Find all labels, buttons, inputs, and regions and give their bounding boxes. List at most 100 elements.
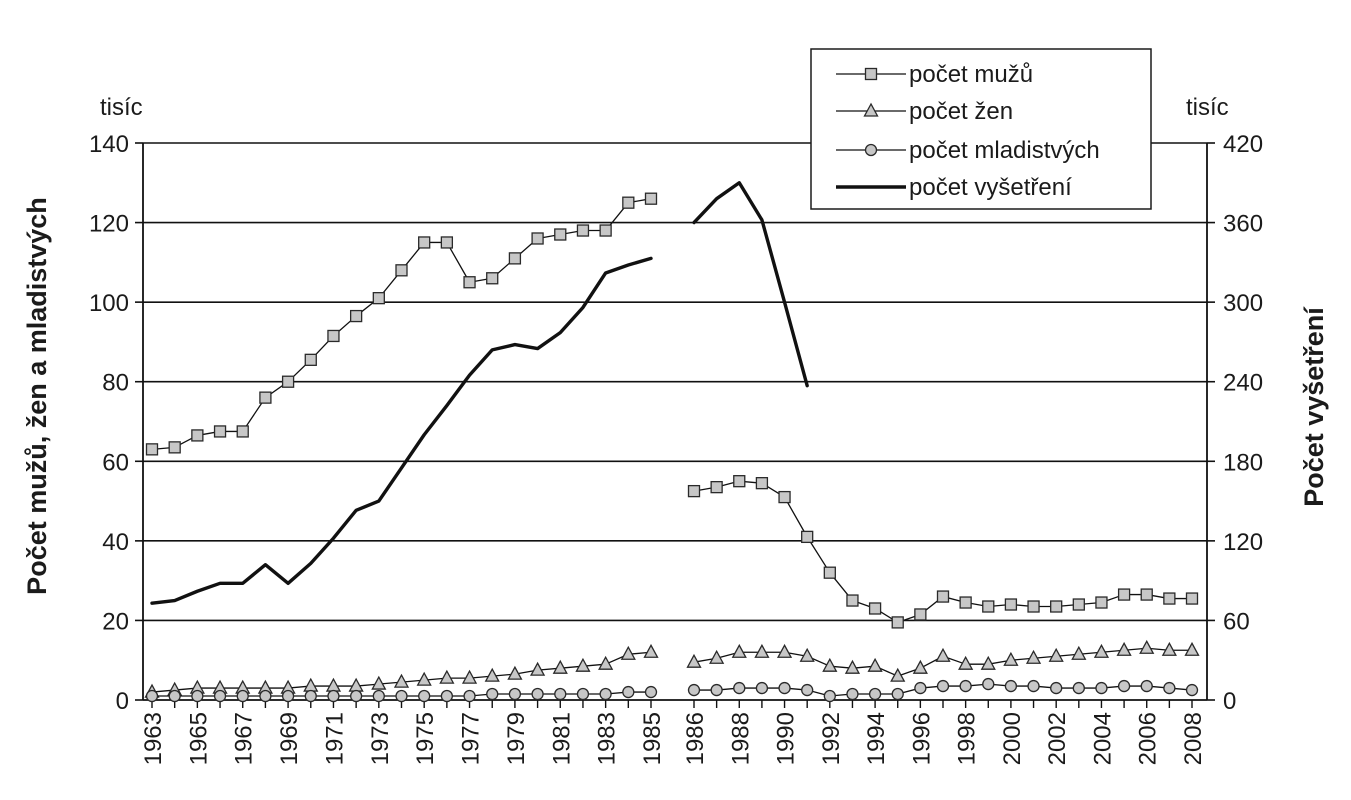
data-point-circle bbox=[531, 687, 544, 701]
legend-sample-marker bbox=[863, 102, 879, 117]
data-point-square bbox=[168, 441, 181, 454]
data-point-square bbox=[846, 594, 859, 607]
data-point-circle bbox=[213, 689, 227, 703]
left-unit-label: tisíc bbox=[100, 94, 143, 121]
left-tick-label: 120 bbox=[89, 211, 129, 238]
right-tick-label: 120 bbox=[1223, 529, 1263, 556]
data-point-triangle bbox=[1071, 645, 1087, 660]
data-point-circle bbox=[372, 689, 385, 703]
data-point-square bbox=[576, 224, 590, 237]
data-point-circle bbox=[463, 689, 476, 703]
x-tick-label: 1988 bbox=[727, 712, 754, 765]
data-point-square bbox=[327, 329, 340, 343]
x-tick-label: 1983 bbox=[594, 712, 621, 765]
data-point-triangle bbox=[303, 677, 319, 692]
data-point-square bbox=[304, 353, 317, 366]
data-point-circle bbox=[259, 689, 272, 703]
data-point-square bbox=[213, 425, 227, 438]
data-point-triangle bbox=[371, 675, 387, 690]
data-point-square bbox=[1117, 588, 1131, 601]
left-tick-label: 0 bbox=[116, 688, 129, 715]
grid-layer bbox=[143, 142, 1207, 622]
data-point-square bbox=[236, 425, 249, 438]
data-point-square bbox=[191, 429, 204, 442]
data-point-circle bbox=[868, 687, 882, 701]
left-tick-label: 100 bbox=[89, 290, 129, 317]
legend-sample-marker bbox=[864, 143, 878, 157]
data-point-square bbox=[145, 443, 159, 456]
data-point-square bbox=[644, 192, 658, 205]
legend-sample-marker bbox=[864, 67, 878, 81]
x-tick-label: 1973 bbox=[367, 712, 394, 765]
data-point-triangle bbox=[439, 669, 455, 684]
x-tick-label: 1967 bbox=[231, 712, 258, 765]
x-tick-label: 1996 bbox=[908, 712, 935, 765]
data-point-square bbox=[1095, 596, 1108, 609]
data-point-square bbox=[531, 232, 544, 245]
data-point-square bbox=[801, 530, 814, 544]
legend-label-muzi: počet mužů bbox=[909, 61, 1033, 88]
data-point-triangle bbox=[754, 643, 770, 658]
data-point-square bbox=[891, 616, 904, 629]
x-tick-label: 1981 bbox=[548, 712, 575, 765]
data-point-square bbox=[914, 608, 927, 621]
series-layer bbox=[144, 181, 1200, 703]
data-point-circle bbox=[622, 685, 635, 699]
x-tick-label: 1990 bbox=[773, 712, 800, 765]
data-point-circle bbox=[440, 689, 454, 703]
data-point-square bbox=[599, 224, 612, 237]
right-tick-label: 0 bbox=[1223, 688, 1236, 715]
data-point-triangle bbox=[980, 655, 996, 670]
data-point-triangle bbox=[598, 655, 614, 670]
data-point-square bbox=[486, 272, 499, 285]
data-point-circle bbox=[914, 681, 927, 695]
data-point-circle bbox=[168, 689, 181, 703]
data-point-circle bbox=[327, 689, 340, 703]
data-point-circle bbox=[1004, 679, 1018, 693]
data-point-square bbox=[868, 602, 882, 615]
data-point-circle bbox=[936, 679, 950, 693]
data-point-square bbox=[1072, 598, 1085, 611]
x-tick-label: 2004 bbox=[1089, 712, 1116, 765]
data-point-circle bbox=[1140, 679, 1153, 693]
data-point-circle bbox=[644, 685, 658, 699]
data-point-square bbox=[982, 600, 995, 613]
data-point-triangle bbox=[935, 647, 951, 662]
data-point-circle bbox=[554, 687, 567, 701]
series-line-bold bbox=[692, 181, 809, 388]
legend-label-vysetreni: počet vyšetření bbox=[909, 174, 1072, 201]
data-point-circle bbox=[710, 683, 723, 697]
left-tick-label: 140 bbox=[89, 131, 129, 158]
right-tick-label: 360 bbox=[1223, 211, 1263, 238]
data-point-triangle bbox=[1116, 641, 1132, 656]
data-point-square bbox=[372, 292, 385, 305]
legend: počet mužů počet žen počet mladistvých p… bbox=[810, 48, 1152, 210]
x-tick-label: 1977 bbox=[458, 712, 485, 765]
data-point-square bbox=[823, 566, 836, 579]
x-tick-label: 1986 bbox=[682, 712, 709, 765]
data-point-triangle bbox=[799, 647, 815, 662]
data-point-triangle bbox=[890, 667, 906, 682]
data-point-square bbox=[1050, 600, 1063, 613]
data-point-circle bbox=[191, 689, 204, 703]
left-tick-label: 20 bbox=[102, 608, 129, 635]
data-point-circle bbox=[846, 687, 859, 701]
x-tick-label: 2006 bbox=[1135, 712, 1162, 765]
data-point-square bbox=[936, 590, 950, 603]
data-point-triangle bbox=[416, 671, 432, 686]
data-point-triangle bbox=[461, 669, 478, 684]
x-tick-label: 2008 bbox=[1180, 712, 1207, 765]
left-axis-title: Počet mužů, žen a mladistvých bbox=[22, 197, 52, 595]
x-tick-label: 1963 bbox=[140, 712, 167, 765]
data-point-triangle bbox=[507, 665, 523, 680]
series-line bbox=[151, 198, 652, 451]
data-point-circle bbox=[733, 681, 746, 695]
series-line-bold bbox=[150, 256, 653, 605]
data-point-triangle bbox=[1184, 641, 1200, 656]
data-point-square bbox=[733, 475, 746, 488]
data-point-triangle bbox=[912, 659, 928, 674]
data-point-square bbox=[1185, 592, 1199, 605]
data-point-triangle bbox=[552, 659, 568, 674]
x-tick-label: 1965 bbox=[185, 712, 212, 765]
data-point-square bbox=[778, 490, 791, 504]
